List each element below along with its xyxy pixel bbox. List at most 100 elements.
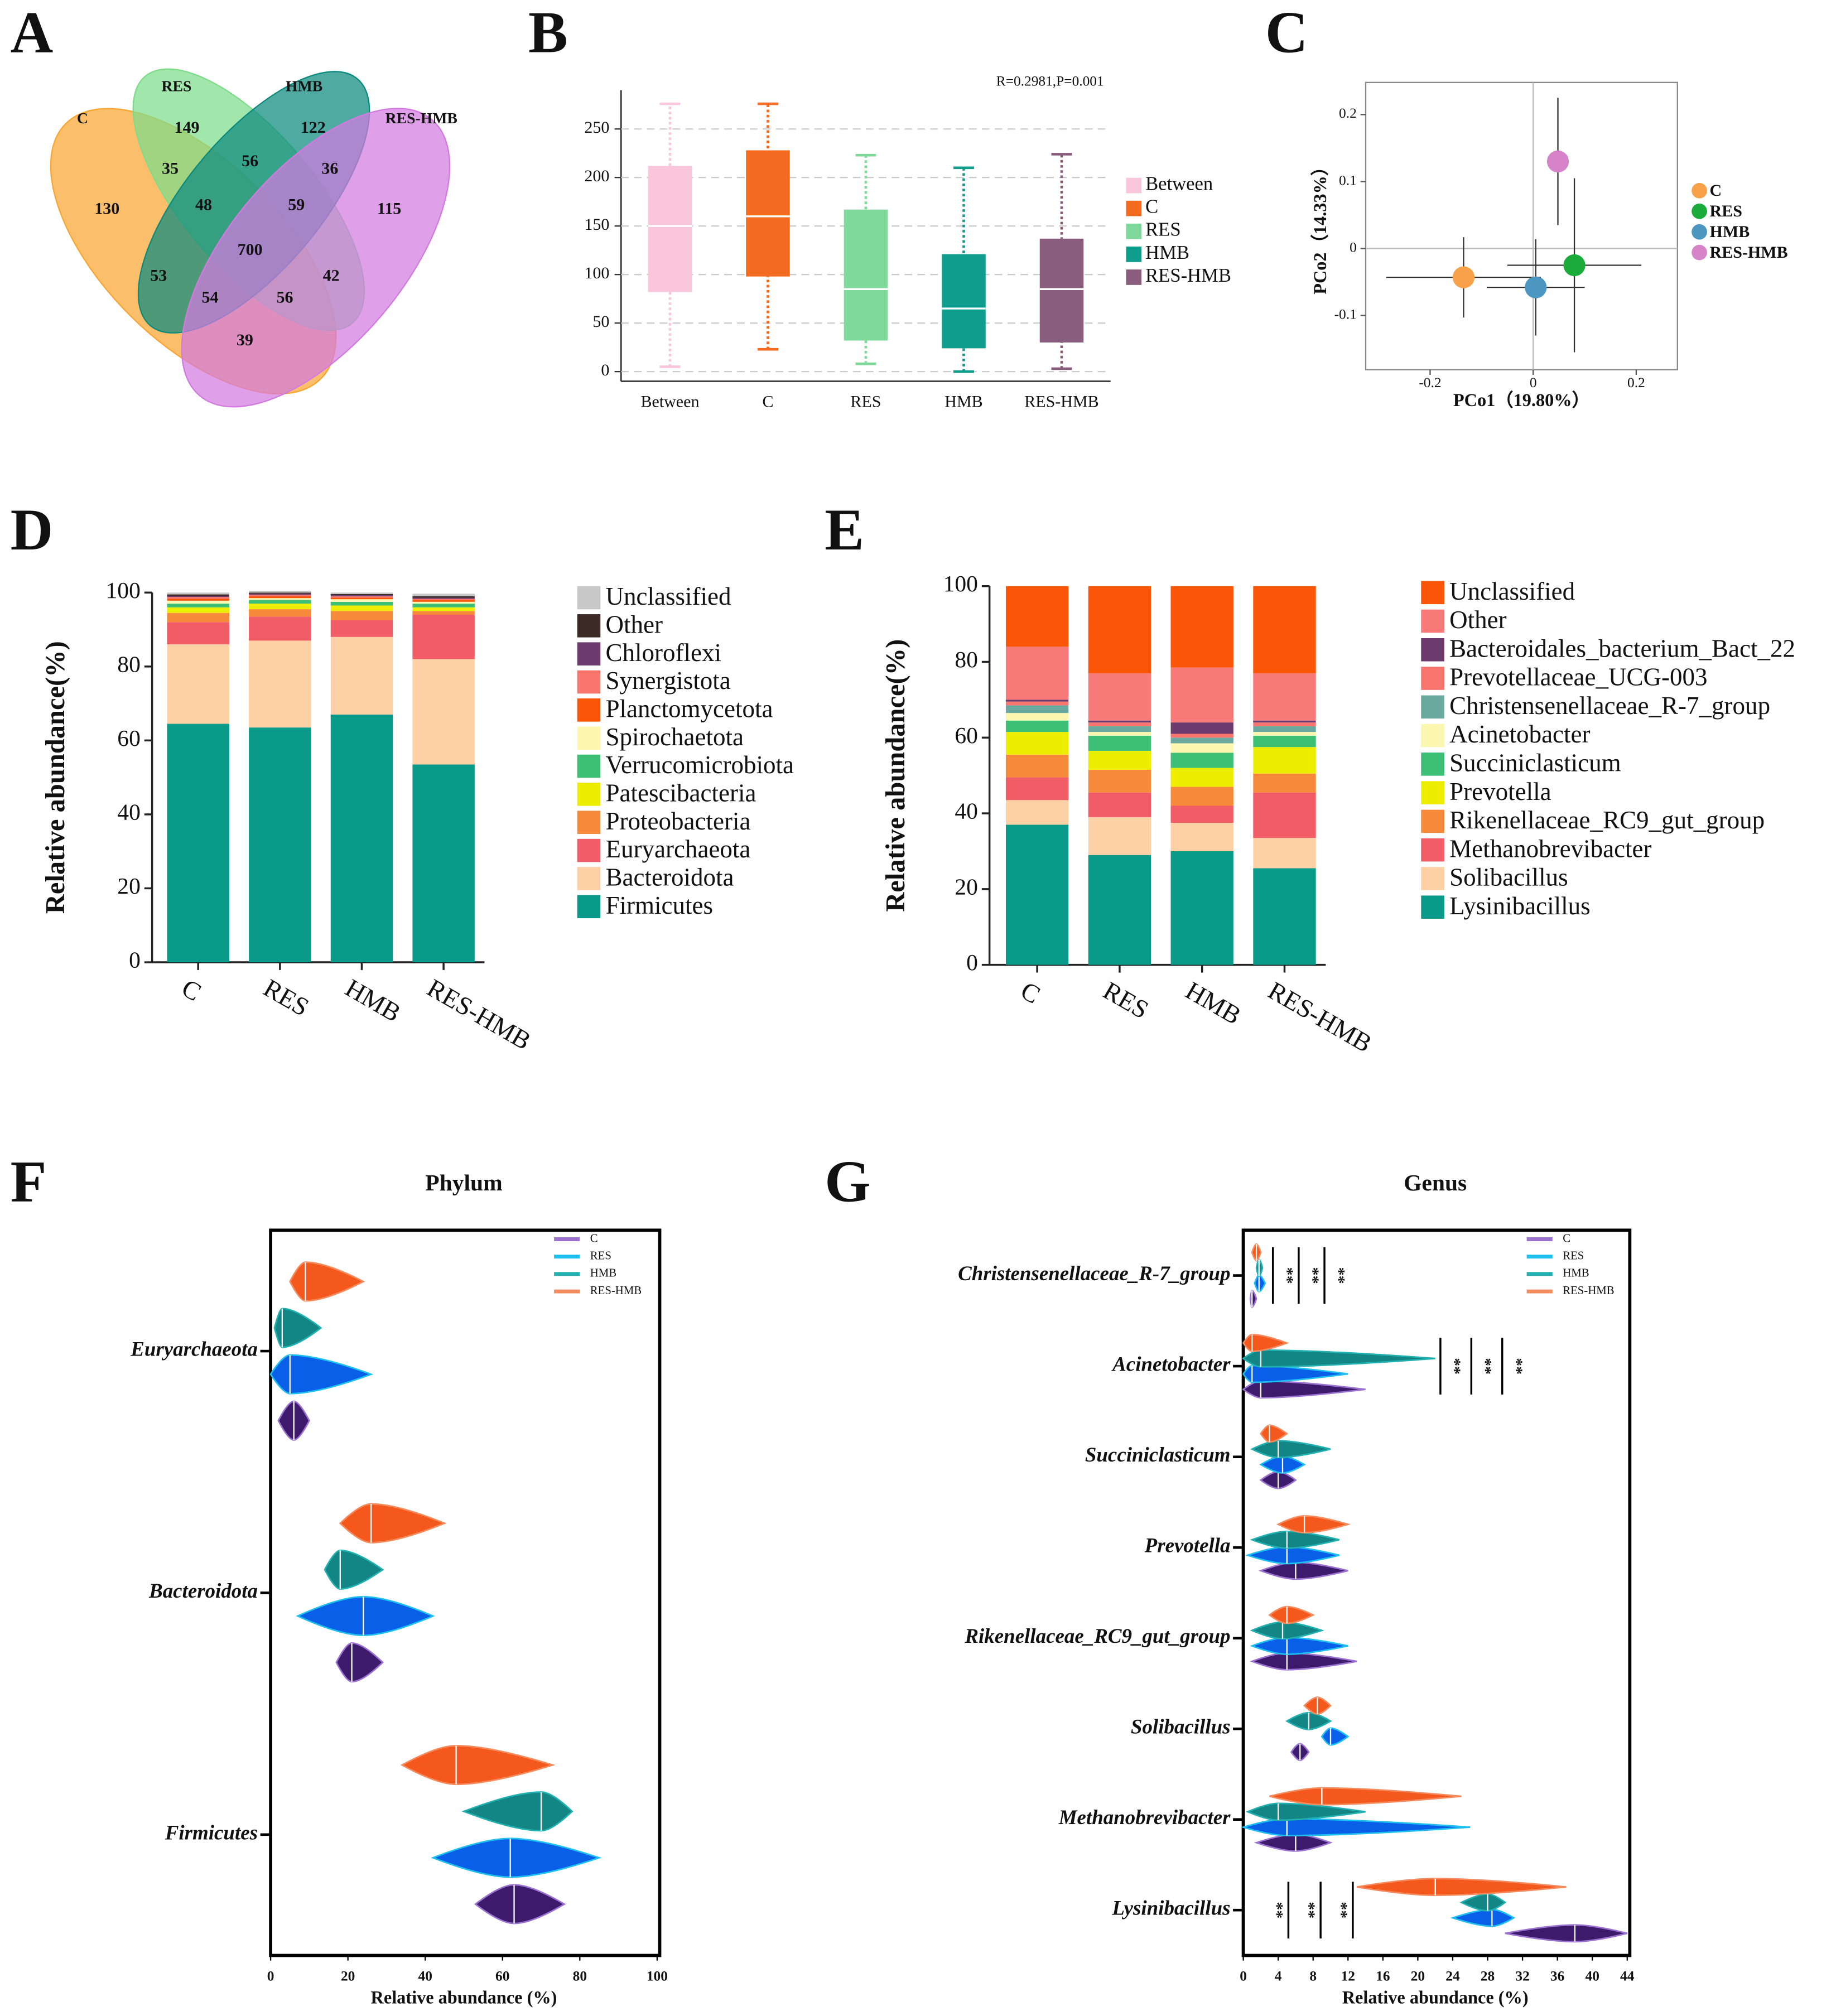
region-count: 56	[242, 152, 258, 170]
bar-segment	[330, 714, 393, 963]
panel-label: B	[528, 0, 568, 65]
region-count: 59	[288, 195, 305, 214]
legend-swatch	[1126, 177, 1142, 194]
bar-segment	[330, 595, 393, 596]
violin	[1250, 1621, 1324, 1640]
bar-segment	[330, 594, 393, 595]
bar-segment	[1088, 769, 1151, 793]
legend-swatch	[1421, 609, 1444, 633]
set-label: RES-HMB	[385, 109, 457, 127]
region-count: 48	[195, 195, 212, 214]
legend-swatch	[1421, 895, 1444, 919]
bar-segment	[412, 615, 475, 659]
violin	[400, 1745, 556, 1786]
region-count: 39	[237, 331, 253, 349]
bar-segment	[1253, 735, 1316, 747]
y-tick-label: Rikenellaceae_RC9_gut_group	[964, 1624, 1230, 1647]
legend-swatch	[577, 811, 601, 835]
y-tick-label: 150	[584, 215, 609, 234]
significance-label: **	[1278, 1267, 1297, 1284]
legend-label: Lysinibacillus	[1449, 892, 1591, 920]
legend-swatch	[1421, 581, 1444, 605]
legend-label: Unclassified	[1449, 577, 1575, 605]
region-count: 700	[238, 240, 263, 259]
x-tick-label: 0	[267, 1969, 274, 1984]
set-label: RES	[162, 77, 192, 94]
legend-label: Proteobacteria	[606, 807, 751, 835]
y-axis-label: Relative abundance(%)	[881, 639, 910, 912]
bar-segment	[167, 592, 229, 595]
legend-swatch	[1421, 838, 1444, 862]
y-tick-label: Prevotella	[1144, 1534, 1231, 1557]
y-tick-label: Bacteroidota	[148, 1579, 258, 1602]
bar-segment	[1170, 787, 1233, 806]
bar-segment	[167, 599, 229, 601]
bar-segment	[1088, 732, 1151, 736]
violin	[335, 1642, 384, 1683]
bar-segment	[1170, 722, 1233, 734]
x-tick-label: 8	[1309, 1969, 1317, 1984]
bar-segment	[1005, 701, 1069, 706]
violin	[339, 1503, 447, 1544]
y-tick-label: 0	[601, 361, 609, 379]
legend-label: C	[1710, 181, 1722, 200]
y-axis-label: PCo2（14.33%）	[1310, 158, 1330, 295]
bar-segment	[1170, 586, 1233, 668]
y-tick-label: 0	[129, 947, 141, 973]
significance-label: **	[1332, 1902, 1351, 1918]
x-axis-label: PCo1（19.80%）	[1453, 390, 1590, 410]
y-tick-label: Christensenellaceae_R-7_group	[958, 1262, 1230, 1285]
y-tick-label: 20	[955, 874, 978, 899]
legend-label: HMB	[590, 1267, 616, 1280]
bar-segment	[1005, 732, 1069, 755]
bar-segment	[1170, 851, 1233, 965]
box	[844, 209, 888, 341]
legend-swatch	[577, 754, 601, 778]
x-tick-label: 44	[1620, 1969, 1635, 1984]
x-tick-label: RES-HMB	[1024, 393, 1098, 411]
violin	[1459, 1893, 1507, 1912]
bar-segment	[249, 600, 311, 604]
bar-segment	[1088, 792, 1151, 817]
bar-segment	[412, 607, 475, 611]
bar-segment	[330, 597, 393, 600]
bar-segment	[1088, 720, 1151, 723]
legend-label: C	[1563, 1232, 1570, 1245]
legend-swatch	[1421, 695, 1444, 719]
x-tick-label: 36	[1550, 1969, 1564, 1984]
x-tick-label: -0.2	[1419, 375, 1441, 390]
bar-segment	[1253, 838, 1316, 869]
bar-segment	[1170, 734, 1233, 738]
box	[648, 166, 692, 292]
legend-label: RES	[1563, 1249, 1584, 1262]
panel-label: G	[825, 1149, 871, 1214]
y-tick-label: Lysinibacillus	[1111, 1897, 1230, 1919]
legend-swatch	[1126, 223, 1142, 239]
bar-segment	[249, 592, 311, 594]
region-count: 122	[301, 118, 326, 137]
x-tick-label: 24	[1445, 1969, 1460, 1984]
y-tick-label: 60	[117, 725, 141, 751]
bar-segment	[1005, 754, 1069, 778]
bar-segment	[167, 724, 229, 963]
region-count: 35	[162, 160, 179, 178]
y-tick-label: Euryarchaeota	[130, 1338, 258, 1361]
box	[746, 150, 790, 277]
legend-label: Other	[1449, 606, 1507, 634]
legend-swatch	[577, 642, 601, 665]
bar-segment	[167, 612, 229, 623]
bar-segment	[1088, 855, 1151, 965]
bar-segment	[1253, 792, 1316, 838]
x-tick-label: 28	[1481, 1969, 1495, 1984]
legend-label: HMB	[1145, 242, 1189, 263]
bar-segment	[249, 595, 311, 596]
bar-segment	[249, 594, 311, 595]
bar-segment	[1253, 747, 1316, 774]
bar-segment	[1005, 647, 1069, 700]
legend-label: Between	[1145, 173, 1213, 194]
legend-label: Planctomycetota	[606, 695, 773, 723]
legend-label: HMB	[1710, 223, 1750, 241]
y-tick-label: 100	[106, 577, 141, 603]
bar-segment	[167, 594, 229, 596]
bar-segment	[1170, 753, 1233, 768]
